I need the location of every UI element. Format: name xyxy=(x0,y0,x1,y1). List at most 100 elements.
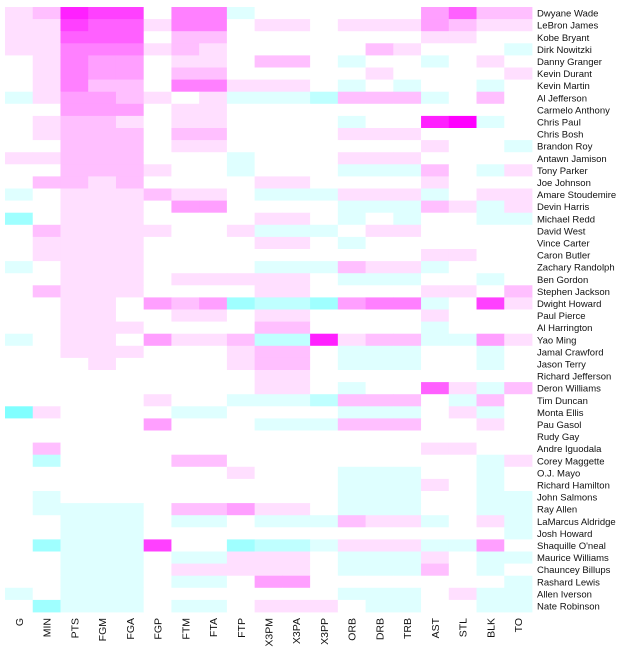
heatmap-cell xyxy=(448,418,477,431)
heatmap-cell xyxy=(476,176,505,189)
heatmap-cell xyxy=(115,212,145,226)
heatmap-cell xyxy=(199,442,228,456)
heatmap-cell xyxy=(310,454,339,468)
heatmap-cell xyxy=(254,140,283,153)
heatmap-cell xyxy=(504,164,533,177)
heatmap-cell xyxy=(448,273,477,286)
heatmap-cell xyxy=(5,224,34,238)
heatmap-cell xyxy=(254,406,283,419)
heatmap-cell xyxy=(143,599,172,613)
heatmap-cell xyxy=(421,128,450,141)
heatmap-cell xyxy=(226,79,256,93)
heatmap-cell xyxy=(310,128,339,141)
row-label: Al Harrington xyxy=(537,323,592,334)
row-label: Caron Butler xyxy=(537,251,590,262)
heatmap-cell xyxy=(504,55,533,68)
heatmap-cell xyxy=(254,454,283,468)
heatmap-cell xyxy=(199,176,228,189)
heatmap-cell xyxy=(88,515,117,528)
heatmap-cell xyxy=(143,115,172,129)
heatmap-cell xyxy=(365,188,394,201)
heatmap-cell xyxy=(365,454,394,468)
heatmap-cell xyxy=(88,382,117,395)
heatmap-cell xyxy=(448,539,477,552)
heatmap-cell xyxy=(504,430,533,443)
heatmap-cell xyxy=(393,152,422,165)
heatmap-cell xyxy=(421,491,450,504)
heatmap-cell xyxy=(199,55,228,68)
heatmap-cell xyxy=(88,527,117,540)
heatmap-cell xyxy=(88,394,117,407)
row-label: Monta Ellis xyxy=(537,408,584,419)
heatmap-cell xyxy=(337,67,366,80)
row-label: John Salmons xyxy=(537,493,597,504)
heatmap-cell xyxy=(199,345,228,359)
heatmap-cell xyxy=(337,115,366,129)
heatmap-cell xyxy=(171,67,200,80)
heatmap-cell xyxy=(199,515,228,528)
heatmap-cell xyxy=(226,539,256,552)
heatmap-cell xyxy=(171,152,200,165)
heatmap-cell xyxy=(32,357,61,371)
heatmap-cell xyxy=(115,442,145,456)
heatmap-cell xyxy=(5,333,34,347)
heatmap-cell xyxy=(60,91,89,105)
row-label: Rudy Gay xyxy=(537,432,579,443)
heatmap-cell xyxy=(421,115,450,129)
heatmap-cell xyxy=(393,345,422,359)
heatmap-cell xyxy=(88,249,117,262)
heatmap-cell xyxy=(337,212,366,226)
heatmap-cell xyxy=(282,224,311,238)
heatmap-cell xyxy=(226,7,256,20)
heatmap-cell xyxy=(393,333,422,347)
heatmap-cell xyxy=(476,575,505,589)
heatmap-cell xyxy=(32,128,61,141)
heatmap-cell xyxy=(282,466,311,480)
heatmap-cell xyxy=(504,200,533,214)
heatmap-cell xyxy=(504,176,533,189)
heatmap-cell xyxy=(60,200,89,214)
heatmap-cell xyxy=(393,7,422,20)
heatmap-cell xyxy=(448,212,477,226)
heatmap-cell xyxy=(448,442,477,456)
heatmap-cell xyxy=(282,164,311,177)
column-label: BLK xyxy=(485,618,497,638)
row-label: Joe Johnson xyxy=(537,178,591,189)
heatmap-cell xyxy=(199,333,228,347)
heatmap-cell xyxy=(226,333,256,347)
heatmap-cell xyxy=(143,503,172,516)
heatmap-cell xyxy=(226,503,256,516)
row-label: Devin Harris xyxy=(537,202,590,213)
heatmap-cell xyxy=(421,43,450,56)
heatmap-cell xyxy=(254,551,283,564)
heatmap-cell xyxy=(226,406,256,419)
heatmap-cell xyxy=(32,418,61,431)
heatmap-cell xyxy=(32,140,61,153)
heatmap-cell xyxy=(476,140,505,153)
heatmap-cell xyxy=(88,333,117,347)
heatmap-cell xyxy=(337,128,366,141)
heatmap-cell xyxy=(310,430,339,443)
row-label: Tim Duncan xyxy=(537,396,588,407)
heatmap-cell xyxy=(393,382,422,395)
heatmap-cell xyxy=(476,466,505,480)
heatmap-cell xyxy=(365,176,394,189)
heatmap-cell xyxy=(226,140,256,153)
heatmap-cell xyxy=(199,406,228,419)
heatmap-cell xyxy=(421,261,450,274)
heatmap-cell xyxy=(393,539,422,552)
heatmap-cell xyxy=(504,442,533,456)
column-label: FTA xyxy=(208,618,220,637)
heatmap-cell xyxy=(282,249,311,262)
heatmap-cell xyxy=(115,152,145,165)
heatmap-cell xyxy=(143,176,172,189)
heatmap-cell xyxy=(504,345,533,359)
heatmap-cell xyxy=(337,91,366,105)
heatmap-cell xyxy=(226,345,256,359)
heatmap-cell xyxy=(504,273,533,286)
heatmap-cell xyxy=(32,55,61,68)
heatmap-cell xyxy=(254,478,283,492)
heatmap-cell xyxy=(143,515,172,528)
heatmap-cell xyxy=(476,212,505,226)
heatmap-cell xyxy=(393,442,422,456)
